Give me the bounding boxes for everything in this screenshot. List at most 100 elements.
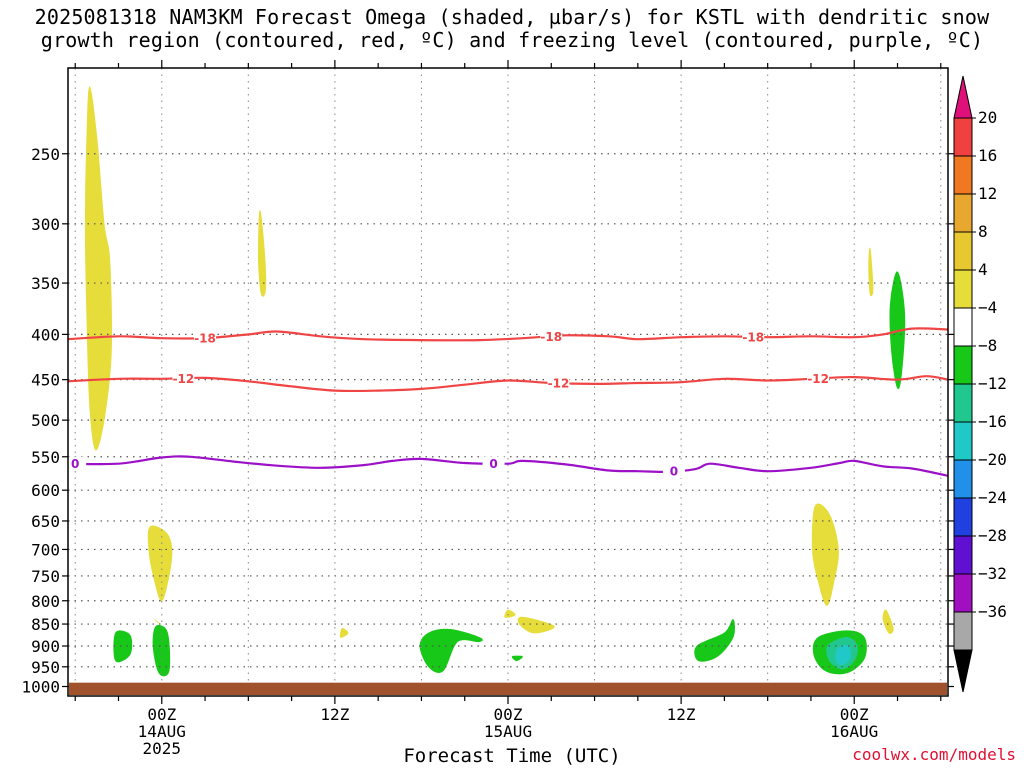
omega-region [882, 609, 894, 634]
y-tick-label: 300 [31, 215, 60, 234]
contour-label-bg [482, 456, 505, 471]
colorbar-segment [953, 155, 973, 195]
colorbar-label: 12 [978, 184, 997, 203]
title-line-1: 2025081318 NAM3KM Forecast Omega (shaded… [34, 5, 990, 29]
omega-region [811, 503, 839, 606]
colorbar-label: 20 [978, 108, 997, 127]
chart-title: 2025081318 NAM3KM Forecast Omega (shaded… [0, 6, 1024, 52]
colorbar-segment [953, 383, 973, 423]
contour-label: -18 [540, 330, 562, 344]
contour-label-bg [194, 331, 217, 346]
colorbar-label: −36 [978, 602, 1007, 621]
colorbar-segment [953, 611, 973, 651]
contour-label: -12 [173, 372, 195, 386]
x-tick-label: 00Z [494, 705, 523, 724]
colorbar-top-arrow [953, 75, 973, 119]
x-tick-label: 14AUG [138, 722, 186, 741]
x-tick-label: 2025 [143, 739, 182, 758]
contour-label: 0 [489, 457, 497, 471]
omega-region [257, 210, 267, 297]
x-tick-label: 12Z [320, 705, 349, 724]
colorbar: 20 16 12 8 4 −4 −8 −12 −16 −20 −24 −28 −32 −36 [953, 75, 1007, 693]
contour-label: -18 [742, 330, 764, 344]
x-tick-label: 16AUG [830, 722, 878, 741]
y-tick-label: 650 [31, 512, 60, 531]
surface-band [69, 682, 947, 695]
colorbar-segment [953, 307, 973, 347]
x-tick-label: 12Z [667, 705, 696, 724]
contour-label: 0 [670, 465, 678, 479]
omega-region [147, 525, 173, 602]
y-tick-label: 900 [31, 637, 60, 656]
y-tick-label: 800 [31, 592, 60, 611]
colorbar-segment [953, 535, 973, 575]
x-axis-label: Forecast Time (UTC) [403, 745, 621, 767]
contour-label: -12 [548, 377, 570, 391]
contour-label-bg [742, 329, 765, 344]
colorbar-label: 4 [978, 260, 988, 279]
omega-region [834, 644, 851, 666]
colorbar-label: −32 [978, 564, 1007, 583]
contour-label: -12 [807, 372, 829, 386]
colorbar-label: −12 [978, 374, 1007, 393]
omega-region [113, 630, 133, 663]
contour-label-bg [540, 329, 563, 344]
omega-region [694, 619, 735, 662]
y-tick-label: 750 [31, 567, 60, 586]
colorbar-label: −28 [978, 526, 1007, 545]
surface-band-fill [69, 682, 947, 695]
colorbar-segment [953, 345, 973, 385]
y-tick-label: 850 [31, 615, 60, 634]
y-tick-label: 350 [31, 274, 60, 293]
colorbar-segment [953, 193, 973, 233]
y-tick-label: 250 [31, 145, 60, 164]
x-tick-label: 00Z [147, 705, 176, 724]
colorbar-label: −24 [978, 488, 1007, 507]
contour-label-bg [547, 376, 570, 391]
watermark: coolwx.com/models [852, 745, 1016, 764]
y-axis: 250 300 350 400 450 500 550 600 650 700 750 800 850 9… [21, 145, 954, 697]
title-line-2: growth region (contoured, red, ºC) and f… [40, 28, 984, 52]
colorbar-label: −4 [978, 298, 997, 317]
colorbar-bottom-arrow [953, 649, 973, 693]
y-tick-label: 500 [31, 411, 60, 430]
contour-label: -18 [194, 332, 216, 346]
omega-region [84, 86, 113, 451]
y-tick-label: 1000 [21, 678, 60, 697]
y-tick-label: 550 [31, 448, 60, 467]
colorbar-label: −16 [978, 412, 1007, 431]
colorbar-segment [953, 269, 973, 309]
colorbar-segment [953, 231, 973, 271]
contour-label-bg [172, 371, 195, 386]
contour-label-bg [68, 456, 87, 471]
omega-region [339, 628, 349, 638]
contour-label: 0 [71, 457, 79, 471]
x-tick-label: 15AUG [484, 722, 532, 741]
omega-region [868, 247, 874, 297]
y-tick-label: 600 [31, 481, 60, 500]
y-tick-label: 400 [31, 325, 60, 344]
colorbar-segment [953, 421, 973, 461]
grid-lines [68, 68, 948, 696]
contour-line [68, 455, 948, 477]
colorbar-label: −20 [978, 450, 1007, 469]
colorbar-segment [953, 497, 973, 537]
omega-region [517, 616, 555, 634]
omega-shading [84, 86, 906, 677]
colorbar-segment [953, 459, 973, 499]
colorbar-segment [953, 573, 973, 613]
y-tick-label: 950 [31, 658, 60, 677]
colorbar-label: 16 [978, 146, 997, 165]
omega-region [504, 609, 516, 618]
omega-region [152, 624, 171, 677]
y-tick-label: 700 [31, 540, 60, 559]
contour-label-bg [662, 464, 685, 479]
colorbar-segment [953, 117, 973, 157]
contour-line [68, 375, 948, 393]
colorbar-label: 8 [978, 222, 988, 241]
x-tick-label: 00Z [840, 705, 869, 724]
contour-label-bg [807, 371, 830, 386]
y-tick-label: 450 [31, 371, 60, 390]
